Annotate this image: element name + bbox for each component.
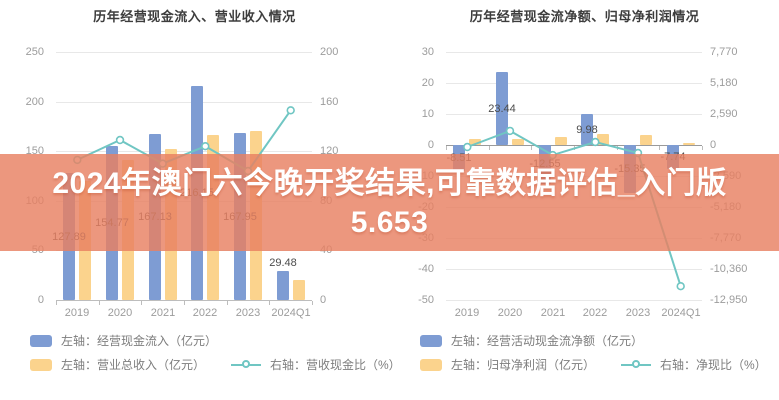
bar-value-label: 29.48 [269, 257, 297, 269]
banner-text-line1: 2024年澳门六今晚开奖结果,可靠数据评估_入门版 [52, 166, 727, 200]
category-tick [269, 301, 270, 305]
bar-value-label: 23.44 [488, 103, 516, 115]
legend-item: 左轴：经营活动现金流净额（亿元） [420, 332, 643, 349]
category-tick [489, 146, 490, 150]
legend-row: 左轴：归母净利润（亿元） 右轴：净现比（%） [420, 356, 779, 373]
legend-label: 右轴：净现比（%） [660, 358, 767, 372]
gridline [446, 300, 702, 301]
line-marker [676, 282, 685, 291]
category-tick [312, 301, 313, 305]
left-axis-tick-label: -50 [418, 294, 434, 306]
x-tick-label: 2023 [235, 307, 261, 319]
legend-line-dot [242, 359, 251, 368]
category-tick [531, 146, 532, 150]
category-tick [702, 146, 703, 150]
bar-series-2 [512, 139, 524, 145]
bar-series-2 [640, 135, 652, 145]
bar-series-2 [555, 137, 567, 145]
left-axis-tick-label: 0 [427, 139, 434, 151]
x-tick-label: 2024Q1 [271, 307, 311, 319]
chart-title: 历年经营现金流净额、归母净利润情况 [469, 9, 700, 24]
legend-label: 左轴：经营活动现金流净额（亿元） [451, 334, 644, 348]
gridline [446, 114, 702, 115]
gridline [56, 52, 312, 53]
legend-swatch-icon [420, 334, 442, 347]
bar-series-1 [277, 271, 289, 300]
left-axis-tick-label: -40 [418, 263, 434, 275]
x-tick-label: 2021 [540, 307, 566, 319]
gridline [56, 102, 312, 103]
legend-row: 左轴：经营活动现金流净额（亿元） [420, 332, 669, 349]
bar-series-2 [683, 143, 695, 145]
legend-item: 左轴：营业总收入（亿元） [30, 356, 205, 373]
left-axis-tick-label: 200 [25, 96, 44, 108]
left-axis-tick-label: 30 [421, 46, 434, 58]
x-tick-label: 2023 [625, 307, 651, 319]
right-axis-tick-label: 160 [320, 96, 339, 108]
gridline [446, 52, 702, 53]
category-tick [574, 146, 575, 150]
bar-series-2 [597, 134, 609, 145]
x-tick-label: 2021 [150, 307, 176, 319]
right-axis-tick-label: -12,950 [710, 294, 748, 306]
category-tick [446, 146, 447, 150]
category-tick [56, 301, 57, 305]
bar-series-2 [469, 139, 481, 145]
category-tick [227, 301, 228, 305]
right-axis-tick-label: 7,770 [710, 46, 738, 58]
category-tick [184, 301, 185, 305]
bar-value-label: 9.98 [576, 124, 598, 136]
line-marker [286, 106, 295, 115]
x-tick-label: 2022 [582, 307, 608, 319]
bar-series-2 [293, 280, 305, 300]
x-tick-label: 2022 [192, 307, 218, 319]
legend-label: 右轴：营收现金比（%） [270, 358, 401, 372]
right-axis-tick-label: 200 [320, 46, 339, 58]
x-tick-label: 2019 [64, 307, 90, 319]
x-tick-label: 2024Q1 [661, 307, 701, 319]
legend-swatch-icon [30, 358, 52, 371]
legend-swatch-icon [420, 358, 442, 371]
x-axis-line [56, 300, 312, 301]
chart-title: 历年经营现金流入、营业收入情况 [93, 9, 296, 24]
left-axis-tick-label: 250 [25, 46, 44, 58]
banner-overlay: 2024年澳门六今晚开奖结果,可靠数据评估_入门版 5.653 [0, 154, 779, 251]
right-axis-tick-label: 5,180 [710, 77, 738, 89]
x-tick-label: 2020 [497, 307, 523, 319]
gridline [446, 83, 702, 84]
right-axis-tick-label: 0 [320, 294, 327, 306]
legend-swatch-icon [30, 334, 52, 347]
legend-item: 右轴：营收现金比（%） [231, 356, 401, 373]
legend-item: 右轴：净现比（%） [621, 356, 767, 373]
legend-row: 左轴：经营现金流入（亿元） [30, 332, 243, 349]
left-axis-tick-label: 20 [421, 77, 434, 89]
banner-text-line2: 5.653 [350, 205, 429, 239]
x-tick-label: 2019 [454, 307, 480, 319]
legend-item: 左轴：归母净利润（亿元） [420, 356, 595, 373]
legend-line-icon [231, 359, 262, 371]
legend-label: 左轴：营业总收入（亿元） [61, 358, 206, 372]
x-tick-label: 2020 [107, 307, 133, 319]
gridline [446, 269, 702, 270]
legend-line-dot [632, 359, 641, 368]
right-axis-tick-label: -10,360 [710, 263, 748, 275]
bar-series-1 [496, 72, 508, 145]
right-axis-tick-label: 2,590 [710, 108, 738, 120]
category-tick [659, 146, 660, 150]
legend-item: 左轴：经营现金流入（亿元） [30, 332, 217, 349]
legend-row: 左轴：营业总收入（亿元） 右轴：营收现金比（%） [30, 356, 427, 373]
gridline [56, 151, 312, 152]
legend-label: 左轴：归母净利润（亿元） [451, 358, 596, 372]
legend-line-icon [621, 359, 652, 371]
legend-label: 左轴：经营现金流入（亿元） [61, 334, 218, 348]
left-axis-tick-label: 0 [37, 294, 44, 306]
right-axis-tick-label: 0 [710, 139, 717, 151]
category-tick [141, 301, 142, 305]
left-axis-tick-label: 10 [421, 108, 434, 120]
category-tick [99, 301, 100, 305]
line-marker [115, 135, 125, 145]
category-tick [617, 146, 618, 150]
